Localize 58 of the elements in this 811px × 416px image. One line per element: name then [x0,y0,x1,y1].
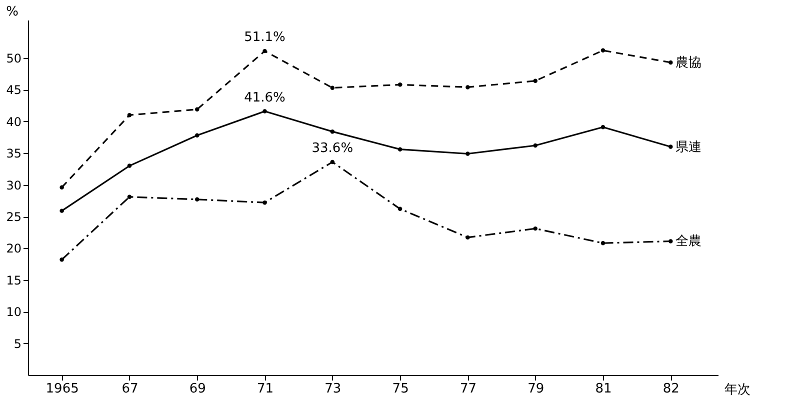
point [330,86,335,90]
y-tick-label: 5 [14,336,22,351]
x-tick-label: 75 [392,382,409,396]
y-tick-label: 15 [6,273,22,288]
point [194,197,200,202]
point [600,125,606,130]
point [127,164,132,168]
x-tick-label: 81 [595,382,612,396]
x-tick-label: 69 [189,382,206,396]
point [668,60,673,65]
point [466,152,470,156]
point [533,226,538,231]
x-tick-label: 73 [324,382,342,396]
annotation: 33.6% [312,141,354,156]
point [127,194,132,199]
point [60,258,64,262]
x-tick-label: 82 [662,382,680,396]
x-tick-label: 77 [460,382,476,396]
point [533,143,538,148]
point [398,82,402,87]
y-tick-label: 35 [6,146,22,161]
x-tick-label: 79 [528,382,544,396]
point [262,109,267,114]
x-tick-label: 1965 [46,382,79,396]
point [262,48,267,54]
point [127,112,132,118]
y-tick-label: 20 [6,242,22,256]
y-tick-label: 50 [6,52,22,66]
y-tick-label: 45 [6,83,22,98]
point [60,208,64,213]
y-tick-label: 40 [6,114,22,129]
point [668,144,673,149]
point [533,78,538,83]
point [600,48,606,53]
series-label: 農協 [676,55,702,70]
y-tick-label: 25 [6,210,22,224]
point [330,160,335,164]
point [466,85,470,90]
series-label: 県連 [676,140,702,155]
annotation: 51.1% [244,30,286,46]
x-tick-label: 71 [256,382,274,396]
x-tick-label: 67 [122,382,138,396]
point [398,206,402,212]
point [194,133,200,138]
point [60,185,64,190]
x-axis-title: 年次 [724,382,750,398]
point [600,241,606,246]
point [398,147,402,152]
point [262,200,267,205]
y-tick-label: 10 [6,305,22,320]
y-tick-label: 30 [6,178,22,192]
series-label: 全農 [676,234,702,250]
point [466,235,470,240]
y-axis-title: % [6,4,18,20]
point [668,239,673,244]
annotation: 41.6% [244,90,286,106]
point [194,107,200,112]
point [330,129,335,134]
